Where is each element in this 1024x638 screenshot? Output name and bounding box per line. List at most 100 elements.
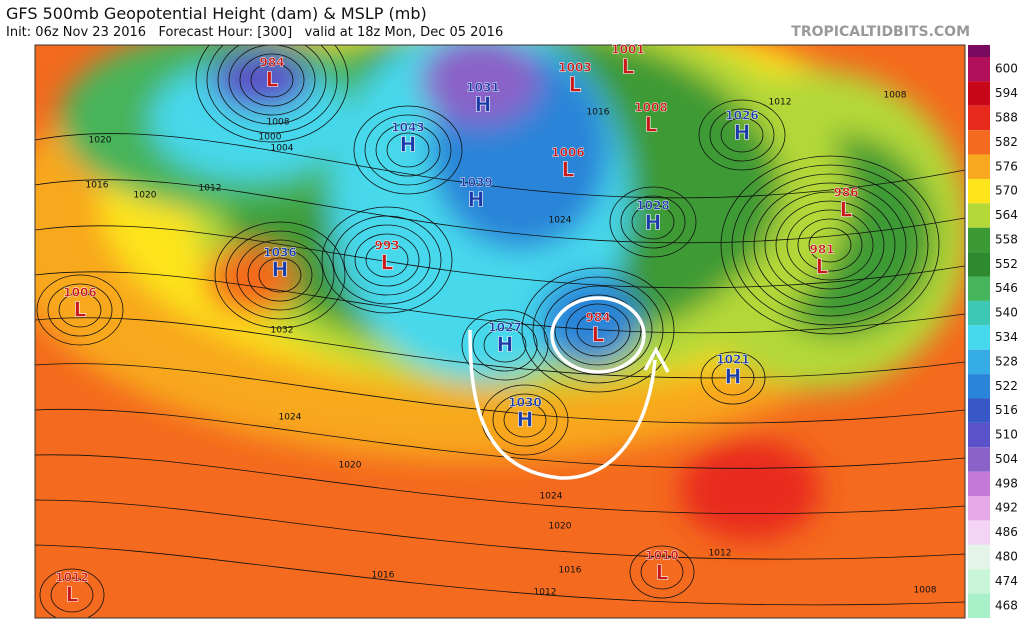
colorbar-label: 594: [995, 86, 1018, 100]
pressure-center: H: [734, 121, 751, 145]
isobar: [554, 294, 642, 366]
colorbar-cell: [968, 300, 990, 326]
colorbar-cell: [968, 252, 990, 277]
isobar: [364, 114, 452, 186]
pressure-center: H: [272, 258, 289, 282]
colorbar: 600 594 588 582 576 570 564 558 552 546 540 534 528 5…: [968, 57, 1018, 618]
pressure-value: 1008: [634, 101, 667, 115]
pressure-center: L: [816, 255, 829, 279]
isobar-label: 1004: [271, 144, 294, 154]
pressure-value: 984: [585, 311, 610, 325]
pressure-value: 1010: [645, 549, 678, 563]
isobar: [35, 544, 965, 606]
colorbar-label: 552: [995, 257, 1018, 271]
isobar-label: 1016: [372, 571, 395, 581]
isobar: [39, 568, 105, 618]
isobar: [214, 221, 346, 329]
isobar: [620, 195, 686, 249]
isobar: [35, 133, 965, 199]
pressure-center: L: [656, 561, 669, 585]
isobar: [576, 312, 620, 348]
isobar: [742, 173, 918, 317]
pressure-center: L: [592, 323, 605, 347]
colorbar-cell: [968, 496, 990, 521]
colorbar-label: 504: [995, 452, 1018, 466]
isobar: [797, 218, 863, 272]
isobar: [775, 200, 885, 290]
colorbar-cell: [968, 130, 990, 155]
pressure-center: H: [497, 333, 514, 357]
colorbar-cell: [968, 398, 990, 423]
pressure-center: L: [381, 251, 394, 275]
pressure-center: L: [645, 113, 658, 137]
brand: TROPICALTIDBITS.COM: [791, 24, 970, 40]
colorbar-cell: [968, 325, 990, 350]
isobar: [343, 224, 431, 296]
pressure-value: 1036: [263, 246, 296, 260]
isobar-label: 1016: [559, 566, 582, 576]
isobar: [764, 191, 896, 299]
isobar: [731, 164, 929, 326]
pressure-value: 1043: [391, 121, 424, 135]
pressure-value: 1001: [611, 43, 644, 57]
isobar-label: 1008: [914, 586, 937, 596]
colorbar-label: 474: [995, 574, 1018, 588]
pressure-value: 984: [259, 56, 284, 70]
subtitle: Init: 06z Nov 23 2016 Forecast Hour: [30…: [6, 25, 504, 40]
pressure-value: 1003: [558, 61, 591, 75]
colorbar-cell: [968, 227, 990, 253]
isobar: [239, 53, 305, 107]
pressure-center: L: [562, 158, 575, 182]
isobar: [720, 117, 764, 153]
colorbar-cell: [968, 422, 990, 448]
pressure-value: 1006: [63, 286, 96, 300]
colorbar-cell: [968, 471, 990, 497]
isobar: [521, 267, 675, 393]
isobar: [365, 242, 409, 278]
pressure-center: L: [66, 583, 79, 607]
colorbar-label: 516: [995, 403, 1018, 417]
isobar-label: 1024: [540, 492, 563, 502]
pressure-center: L: [74, 298, 87, 322]
isobar-label: 1012: [709, 549, 732, 559]
colorbar-cell: [968, 447, 990, 472]
isobar: [35, 179, 965, 244]
isobar: [629, 545, 695, 599]
colorbar-label: 564: [995, 208, 1018, 222]
isobar-label: 1020: [134, 191, 157, 201]
colorbar-label: 588: [995, 110, 1018, 124]
isobar-label: 1020: [549, 522, 572, 532]
isobar: [720, 155, 940, 335]
pressure-value: 981: [809, 243, 834, 257]
isobar: [565, 303, 631, 357]
colorbar-label: 498: [995, 476, 1018, 490]
isobar-label: 1012: [199, 184, 222, 194]
isobar: [35, 225, 965, 289]
colorbar-cell: [968, 81, 990, 106]
isobar: [35, 363, 965, 424]
isobar: [375, 123, 441, 177]
pressure-center: L: [840, 198, 853, 222]
colorbar-label: 528: [995, 354, 1018, 368]
isobar: [354, 233, 420, 287]
colorbar-cell: [968, 544, 990, 570]
colorbar-cell: [968, 349, 990, 375]
pressure-value: 1026: [725, 109, 758, 123]
isobar: [250, 62, 294, 98]
pressure-center: H: [725, 365, 742, 389]
isobar-label: 1024: [549, 216, 572, 226]
isobar: [35, 454, 965, 515]
colorbar-label: 546: [995, 281, 1018, 295]
colorbar-label: 540: [995, 306, 1018, 320]
isobar: [698, 99, 786, 171]
pressure-value: 1031: [466, 81, 499, 95]
colorbar-cell: [968, 593, 990, 618]
isobar: [483, 327, 527, 363]
isobar: [321, 206, 453, 314]
pressure-center: H: [400, 133, 417, 157]
isobars: [35, 45, 965, 618]
isobar: [35, 499, 965, 560]
